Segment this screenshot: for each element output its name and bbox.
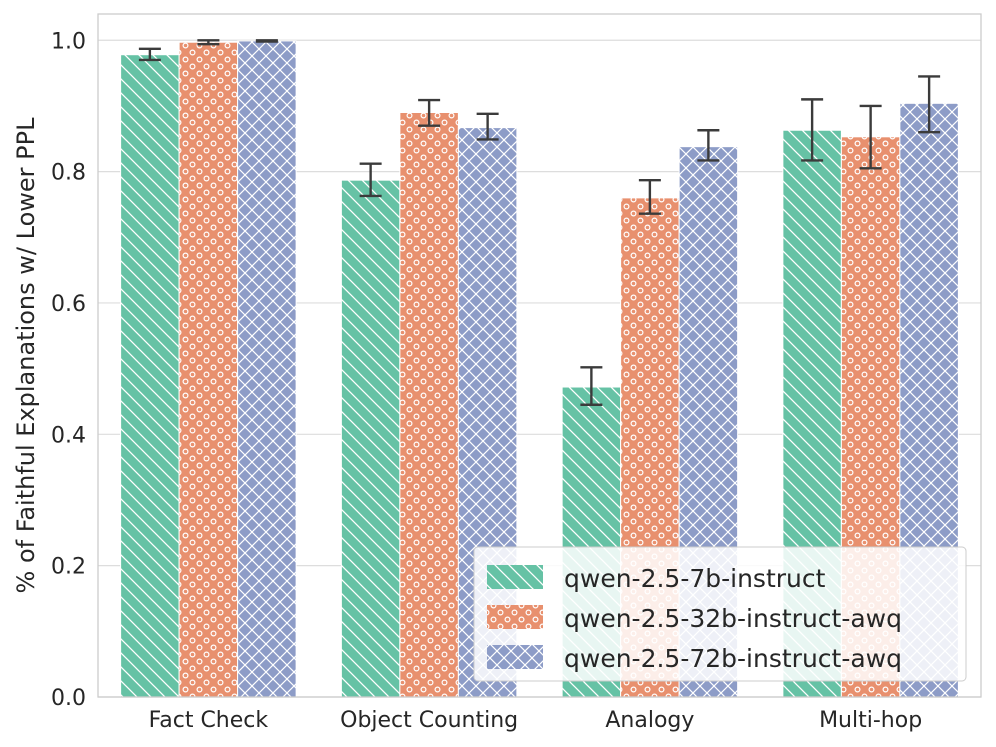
error-bars <box>138 39 941 406</box>
bar-0-2 <box>237 40 297 698</box>
error-bar <box>697 129 720 162</box>
x-tick-label: Multi-hop <box>819 708 922 733</box>
error-bar <box>138 47 161 62</box>
legend-box <box>473 546 967 682</box>
legend-swatch-qwen-7b <box>487 565 543 589</box>
plot-frame <box>97 13 982 698</box>
x-tick-label: Fact Check <box>149 708 269 733</box>
error-bar <box>580 366 603 406</box>
bar-0-1 <box>178 41 239 698</box>
y-tick-label: 0.6 <box>51 292 86 317</box>
x-axis-ticks: Fact Check Object Counting Analogy Multi-ho… <box>149 708 923 733</box>
error-bar <box>418 98 441 127</box>
error-bar <box>476 112 499 141</box>
error-bar <box>359 162 382 198</box>
legend: qwen-2.5-7b-instruct qwen-2.5-32b-instru… <box>473 546 967 682</box>
error-bar <box>859 104 882 170</box>
error-bar <box>255 39 278 43</box>
bar-0-0 <box>120 54 180 698</box>
x-tick-label: Analogy <box>605 708 694 733</box>
legend-label-qwen-32b: qwen-2.5-32b-instruct-awq <box>564 604 902 633</box>
error-bar <box>801 98 824 162</box>
legend-label-qwen-7b: qwen-2.5-7b-instruct <box>564 564 826 593</box>
y-tick-label: 1.0 <box>51 29 86 54</box>
legend-swatch-qwen-72b <box>487 645 543 669</box>
y-tick-label: 0.2 <box>51 555 86 580</box>
error-bar <box>638 178 661 215</box>
y-tick-label: 0.4 <box>51 423 86 448</box>
y-tick-label: 0.0 <box>51 686 86 711</box>
legend-swatch-qwen-32b <box>487 605 543 629</box>
x-tick-label: Object Counting <box>340 708 518 733</box>
bar-1-1 <box>399 112 459 698</box>
bar-1-0 <box>340 179 401 698</box>
y-tick-label: 0.8 <box>51 161 86 186</box>
error-bar <box>197 39 220 46</box>
y-axis-label: % of Faithful Explanations w/ Lower PPL <box>12 117 40 594</box>
error-bar <box>918 75 941 134</box>
legend-label-qwen-72b: qwen-2.5-72b-instruct-awq <box>564 644 902 673</box>
y-axis-ticks: 0.0 0.2 0.4 0.6 0.8 1.0 <box>51 29 86 711</box>
